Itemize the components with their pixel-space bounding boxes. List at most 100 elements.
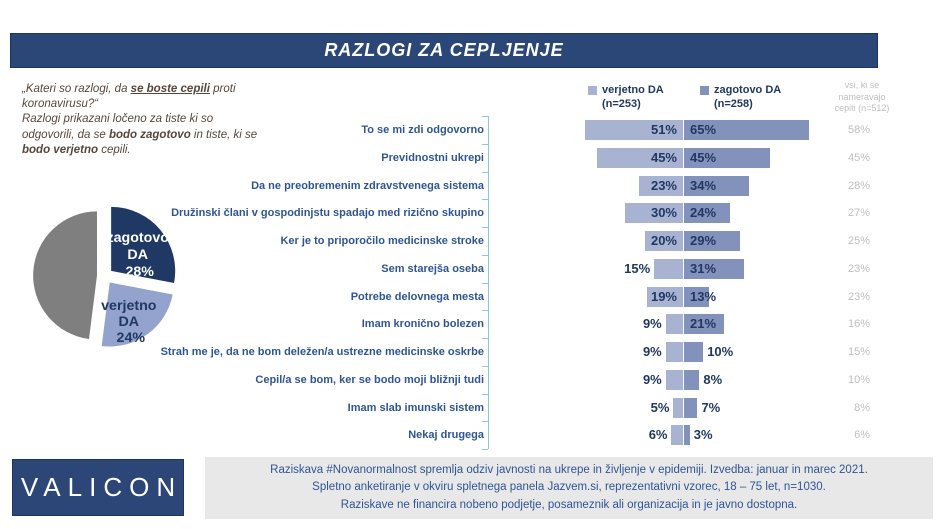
value-verjetno: 9% bbox=[642, 371, 662, 387]
footer-line: Spletno anketiranje v okviru spletnega p… bbox=[312, 481, 826, 494]
value-zagotovo: 65% bbox=[690, 122, 717, 137]
chart-row: Nekaj drugega 6% 3% 6% bbox=[0, 421, 940, 449]
intro-seg: in tiste, ki se bbox=[190, 128, 258, 141]
pie-slice-verjetno bbox=[101, 282, 173, 347]
value-zagotovo: 21% bbox=[690, 316, 717, 332]
value-zagotovo: 24% bbox=[690, 205, 717, 221]
chart-row: Imam slab imunski sistem 5% 7% 8% bbox=[0, 394, 940, 422]
value-vsi: 45% bbox=[847, 151, 870, 164]
chart-row: To se mi zdi odgovorno 51% 65% 58% bbox=[0, 116, 940, 144]
value-vsi: 10% bbox=[847, 373, 870, 386]
intro-seg: Razlogi prikazani ločeno za tiste ki so … bbox=[22, 113, 214, 141]
bar-verjetno bbox=[625, 203, 683, 224]
footer-line: Raziskava #Novanormalnost spremlja odziv… bbox=[270, 464, 868, 476]
bar-chart: To se mi zdi odgovorno 51% 65% 58% Previ… bbox=[0, 116, 940, 450]
value-verjetno: 51% bbox=[650, 122, 677, 137]
category-label: Da ne preobremenim zdravstvenega sistema bbox=[251, 179, 484, 192]
bar-zagotovo bbox=[684, 314, 725, 335]
legend-item-zagotovo: zagotovo DA (n=258) bbox=[700, 84, 781, 110]
value-vsi: 8% bbox=[854, 401, 870, 414]
category-label: Potrebe delovnega mesta bbox=[350, 290, 484, 303]
bar-zagotovo bbox=[684, 231, 740, 251]
axis-tick bbox=[482, 338, 488, 339]
chart-row: Previdnostni ukrepi 45% 45% 45% bbox=[0, 144, 940, 172]
axis-tick bbox=[482, 421, 488, 423]
bar-verjetno bbox=[654, 258, 683, 279]
pie-label-verjetno: verjetno DA 24% bbox=[101, 298, 160, 346]
legend-label-zagotovo: zagotovo DA bbox=[714, 84, 782, 96]
vsi-header-line: cepiti (n=512) bbox=[834, 103, 890, 114]
chart-row: Da ne preobremenim zdravstvenega sistema… bbox=[0, 172, 940, 200]
value-zagotovo: 10% bbox=[707, 344, 734, 359]
value-verjetno: 45% bbox=[650, 149, 677, 165]
bar-zagotovo bbox=[684, 147, 771, 168]
bar-verjetno bbox=[644, 231, 683, 251]
bar-zagotovo bbox=[684, 286, 709, 307]
bar-zagotovo bbox=[684, 175, 750, 196]
value-verjetno: 5% bbox=[650, 399, 670, 415]
bar-zagotovo bbox=[684, 258, 744, 279]
pie-slice-zagotovo bbox=[111, 206, 176, 283]
axis-tick bbox=[482, 254, 488, 256]
footer-note: Raziskava #Novanormalnost spremlja odziv… bbox=[205, 457, 933, 519]
chart-row: Družinski člani v gospodinjstu spadajo m… bbox=[0, 199, 940, 227]
value-vsi: 25% bbox=[847, 235, 870, 247]
value-verjetno: 30% bbox=[650, 205, 677, 221]
pie-slice-other bbox=[33, 211, 97, 340]
chart-row: Ker je to priporočilo medicinske stroke … bbox=[0, 227, 940, 255]
value-zagotovo: 45% bbox=[690, 149, 717, 165]
axis-tick bbox=[482, 449, 488, 450]
axis-tick bbox=[482, 143, 488, 145]
value-zagotovo: 8% bbox=[703, 371, 723, 387]
vsi-header-line: vsi, ki se bbox=[844, 80, 880, 90]
value-vsi: 28% bbox=[847, 179, 870, 192]
value-verjetno: 6% bbox=[648, 427, 668, 443]
footer-line: Raziskave ne financira nobeno podjetje, … bbox=[340, 498, 798, 511]
intro-seg-bold: bodo verjetno bbox=[22, 143, 99, 156]
axis-tick bbox=[482, 282, 488, 284]
intro-question-text: „Kateri so razlogi, da se boste cepili p… bbox=[22, 82, 260, 158]
category-label: Strah me je, da ne bom deležen/a ustrezn… bbox=[160, 346, 484, 358]
value-verjetno: 15% bbox=[624, 260, 651, 276]
legend-label-verjetno: verjetno DA bbox=[602, 84, 664, 96]
bar-zagotovo bbox=[684, 369, 700, 390]
chart-row: Strah me je, da ne bom deležen/a ustrezn… bbox=[0, 338, 940, 366]
value-verjetno: 9% bbox=[642, 316, 662, 332]
intro-seg: „Kateri so razlogi, da bbox=[22, 83, 131, 95]
value-verjetno: 19% bbox=[650, 288, 677, 304]
bar-zagotovo bbox=[684, 425, 690, 446]
legend-item-verjetno: verjetno DA (n=253) bbox=[588, 84, 664, 110]
intro-seg-bold-underline: se boste cepili bbox=[130, 83, 210, 95]
chart-row: Potrebe delovnega mesta 19% 13% 23% bbox=[0, 283, 940, 311]
pie-svg: zagotovo DA 28% verjetno DA 24% bbox=[33, 206, 176, 347]
category-axis-line bbox=[488, 116, 489, 449]
axis-tick bbox=[482, 393, 488, 395]
bar-verjetno bbox=[646, 286, 683, 307]
value-zagotovo: 13% bbox=[690, 288, 717, 304]
legend-swatch-zagotovo bbox=[700, 85, 709, 95]
value-vsi: 16% bbox=[847, 318, 870, 331]
bar-verjetno bbox=[665, 314, 683, 335]
value-verjetno: 23% bbox=[650, 177, 677, 193]
value-verjetno: 20% bbox=[650, 233, 677, 248]
value-vsi: 15% bbox=[847, 346, 870, 358]
axis-tick bbox=[482, 227, 488, 228]
category-label: To se mi zdi odgovorno bbox=[361, 124, 484, 136]
value-zagotovo: 7% bbox=[701, 399, 721, 415]
value-vsi: 23% bbox=[847, 290, 870, 303]
chart-row: Imam kronično bolezen 9% 21% 16% bbox=[0, 310, 940, 338]
value-vsi: 27% bbox=[847, 207, 870, 220]
category-label: Družinski člani v gospodinjstu spadajo m… bbox=[171, 207, 484, 220]
value-zagotovo: 34% bbox=[690, 177, 717, 193]
category-label: Ker je to priporočilo medicinske stroke bbox=[280, 235, 484, 247]
category-label: Cepil/a se bom, ker se bodo moji bližnji… bbox=[255, 373, 484, 386]
legend-n-verjetno: (n=253) bbox=[602, 98, 641, 110]
slide-title: RAZLOGI ZA CEPLJENJE bbox=[10, 33, 878, 68]
axis-tick bbox=[482, 365, 488, 367]
intro-description: Razlogi prikazani ločeno za tiste ki so … bbox=[22, 112, 260, 158]
pie-chart: zagotovo DA 28% verjetno DA 24% bbox=[16, 182, 194, 370]
bar-zagotovo bbox=[684, 397, 698, 418]
bar-verjetno bbox=[671, 425, 683, 446]
legend-swatch-verjetno bbox=[588, 85, 597, 95]
